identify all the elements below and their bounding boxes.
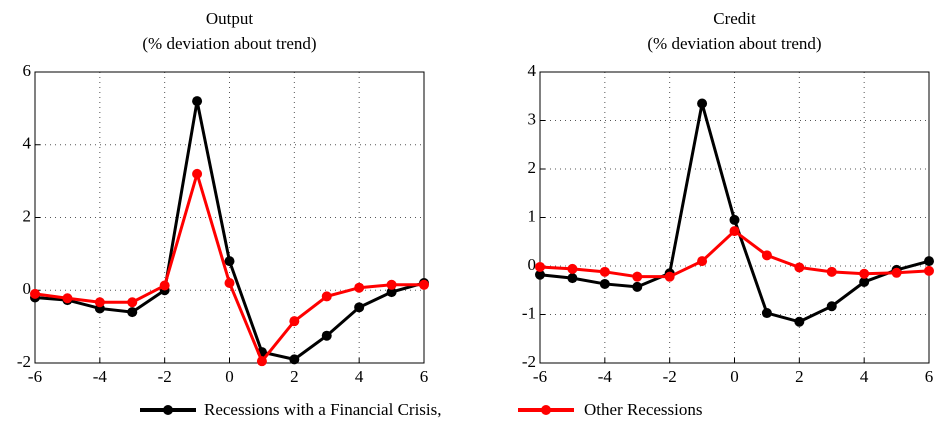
chart-title: Output — [206, 9, 254, 28]
data-point — [192, 96, 203, 107]
y-tick-label: 1 — [528, 206, 537, 225]
data-point — [697, 98, 708, 109]
x-tick-label: 4 — [355, 367, 364, 386]
x-tick-label: -6 — [28, 367, 42, 386]
data-point — [924, 265, 934, 276]
data-point — [599, 266, 610, 277]
data-point — [761, 250, 772, 261]
data-point — [386, 287, 397, 298]
x-tick-label: -4 — [93, 367, 108, 386]
chart: Output(% deviation about trend)-20246-6-… — [17, 9, 429, 386]
data-point — [256, 356, 267, 367]
x-tick-label: 4 — [860, 367, 869, 386]
legend-marker — [163, 405, 173, 415]
data-point — [632, 271, 643, 282]
legend-marker — [541, 405, 551, 415]
data-point — [891, 267, 902, 278]
x-tick-label: -6 — [533, 367, 547, 386]
data-point — [386, 279, 397, 290]
data-point — [632, 281, 643, 292]
data-point — [729, 226, 740, 237]
series-line — [34, 100, 425, 361]
data-point — [924, 256, 934, 267]
data-point — [289, 354, 300, 365]
data-point — [159, 280, 170, 291]
x-tick-label: 0 — [225, 367, 234, 386]
data-point — [354, 282, 365, 293]
y-tick-label: 6 — [23, 61, 32, 80]
data-point — [729, 214, 740, 225]
plot-frame — [34, 71, 425, 364]
data-point — [697, 256, 708, 267]
legend: Recessions with a Financial Crisis, Othe… — [140, 400, 703, 419]
chart: Credit (% deviation about trend) -2 -1 0 1 2 3 4… — [522, 9, 934, 386]
data-point — [419, 279, 429, 290]
x-tick-label: 6 — [925, 367, 934, 386]
data-point — [192, 168, 203, 179]
x-tick-label: -2 — [158, 367, 172, 386]
y-tick-label: -1 — [522, 303, 536, 322]
data-point — [321, 291, 332, 302]
data-point — [224, 277, 235, 288]
data-point — [289, 316, 300, 327]
data-point — [826, 266, 837, 277]
x-tick-label: 6 — [420, 367, 429, 386]
data-point — [321, 330, 332, 341]
y-tick-label: 2 — [23, 206, 32, 225]
chart-subtitle: (% deviation about trend) — [142, 34, 316, 53]
x-tick-label: 2 — [795, 367, 804, 386]
data-point — [567, 263, 578, 274]
data-point — [354, 302, 365, 313]
data-point — [599, 278, 610, 289]
data-point — [30, 288, 40, 299]
data-point — [127, 297, 138, 308]
y-tick-label: 4 — [23, 134, 32, 153]
data-point — [62, 293, 73, 304]
x-tick-label: -2 — [663, 367, 677, 386]
data-point — [859, 268, 870, 279]
data-point — [567, 273, 578, 284]
data-point — [127, 307, 138, 318]
y-tick-label: 0 — [528, 255, 537, 274]
data-point — [859, 277, 870, 288]
data-point — [535, 269, 545, 280]
legend-label: Recessions with a Financial Crisis, — [204, 400, 442, 419]
data-point — [761, 308, 772, 319]
y-tick-label: 4 — [528, 61, 537, 80]
y-tick-label: 2 — [528, 158, 537, 177]
plot-frame — [539, 71, 930, 364]
chart-title: Credit — [713, 9, 756, 28]
data-point — [664, 271, 675, 282]
data-point — [794, 316, 805, 327]
data-point — [535, 261, 545, 272]
x-tick-label: 0 — [730, 367, 739, 386]
data-point — [224, 256, 235, 267]
y-tick-label: 0 — [23, 279, 32, 298]
data-point — [94, 297, 105, 308]
data-point — [826, 301, 837, 312]
chart-subtitle: (% deviation about trend) — [647, 34, 821, 53]
x-tick-label: 2 — [290, 367, 299, 386]
y-tick-label: -2 — [522, 352, 536, 371]
legend-label: Other Recessions — [584, 400, 703, 419]
y-tick-label: 3 — [528, 109, 537, 128]
x-tick-label: -4 — [598, 367, 613, 386]
data-point — [794, 262, 805, 273]
y-tick-label: -2 — [17, 352, 31, 371]
